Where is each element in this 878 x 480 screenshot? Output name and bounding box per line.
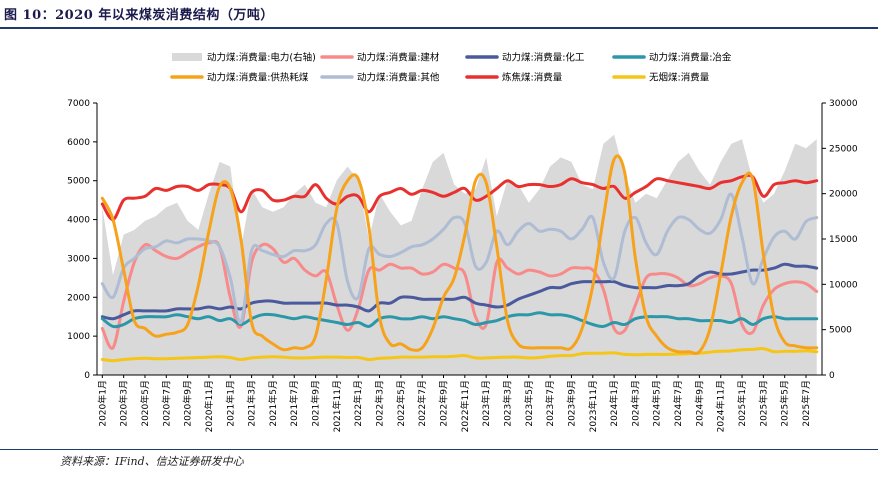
y-left-tick-label: 5000	[67, 177, 90, 187]
tick-layer: 0 1000 2000 3000 4000 5000 6000 7000 0 5000 10000 1…	[67, 99, 858, 432]
legend-item-coking: 炼焦煤:消费量	[465, 72, 563, 84]
y-left-tick-label: 7000	[67, 99, 90, 109]
x-tick-label: 2024年5月	[651, 380, 663, 427]
legend-label-building: 动力煤:消费量:建材	[357, 52, 440, 64]
y-left-tick-label: 6000	[67, 138, 90, 148]
x-tick-label: 2024年7月	[672, 380, 684, 427]
y-left-tick-label: 4000	[67, 216, 90, 226]
y-right-tick-label: 0	[829, 371, 835, 381]
x-tick-label: 2023年11月	[587, 380, 599, 432]
x-tick-label: 2020年7月	[160, 380, 172, 427]
legend-label-metallurgy: 动力煤:消费量:冶金	[649, 52, 732, 64]
x-tick-label: 2024年1月	[608, 380, 620, 427]
x-tick-label: 2024年11月	[715, 380, 727, 432]
x-tick-label: 2021年7月	[288, 380, 300, 427]
x-tick-label: 2021年3月	[246, 380, 258, 427]
legend-item-heating: 动力煤:消费量:供热耗煤	[170, 72, 309, 84]
x-tick-label: 2021年9月	[310, 380, 322, 427]
y-right-tick-label: 20000	[829, 190, 858, 200]
legend-item-power: 动力煤:消费量:电力(右轴)	[172, 52, 316, 64]
series-line-heating	[100, 154, 819, 355]
series-line-metallurgy	[100, 311, 819, 329]
y-left-tick-label: 0	[84, 371, 90, 381]
series-line-chemical	[100, 262, 819, 321]
legend-label-chemical: 动力煤:消费量:化工	[502, 52, 585, 64]
y-right-tick-label: 15000	[829, 235, 858, 245]
legend-item-building: 动力煤:消费量:建材	[320, 52, 440, 64]
x-tick-label: 2020年9月	[182, 380, 194, 427]
legend: 动力煤:消费量:电力(右轴) 动力煤:消费量:建材 动力煤:消费量:化工 动力煤:消费…	[170, 52, 732, 84]
y-left-tick-label: 2000	[67, 293, 90, 303]
y-right-tick-label: 5000	[829, 326, 852, 336]
x-tick-label: 2020年11月	[203, 380, 215, 432]
x-tick-label: 2022年1月	[352, 380, 364, 427]
legend-label-other: 动力煤:消费量:其他	[357, 72, 440, 84]
source-note: 资料来源：IFind、信达证券研发中心	[60, 455, 244, 468]
title-rule	[0, 27, 878, 29]
legend-item-other: 动力煤:消费量:其他	[320, 72, 440, 84]
y-right-tick-label: 30000	[829, 99, 858, 109]
chart: 动力煤:消费量:电力(右轴) 动力煤:消费量:建材 动力煤:消费量:化工 动力煤:消费…	[67, 52, 858, 433]
x-tick-label: 2022年9月	[438, 380, 450, 427]
x-tick-label: 2020年3月	[118, 380, 130, 427]
y-right-tick-label: 25000	[829, 144, 858, 154]
x-tick-label: 2025年1月	[736, 380, 748, 427]
x-tick-label: 2023年1月	[480, 380, 492, 427]
x-tick-label: 2021年11月	[331, 380, 343, 432]
legend-label-anthracite: 无烟煤:消费量	[649, 72, 710, 84]
bottom-rule	[0, 449, 878, 450]
legend-swatch-power	[172, 53, 202, 61]
x-tick-label: 2021年5月	[267, 380, 279, 427]
x-tick-label: 2024年9月	[693, 380, 705, 427]
x-tick-label: 2023年7月	[544, 380, 556, 427]
y-left-tick-label: 3000	[67, 254, 90, 264]
x-tick-label: 2020年1月	[96, 380, 108, 427]
legend-label-power: 动力煤:消费量:电力(右轴)	[207, 52, 316, 64]
y-left-tick-label: 1000	[67, 332, 90, 342]
legend-item-anthracite: 无烟煤:消费量	[612, 72, 710, 84]
x-tick-label: 2022年11月	[459, 380, 471, 432]
legend-item-metallurgy: 动力煤:消费量:冶金	[612, 52, 732, 64]
x-tick-label: 2020年5月	[139, 380, 151, 427]
y-right-tick-label: 10000	[829, 280, 858, 290]
x-tick-label: 2022年7月	[416, 380, 428, 427]
x-tick-label: 2022年3月	[374, 380, 386, 427]
x-tick-label: 2025年3月	[757, 380, 769, 427]
legend-label-heating: 动力煤:消费量:供热耗煤	[207, 72, 309, 84]
figure-title: 图 10：2020 年以来煤炭消费结构（万吨）	[4, 8, 274, 23]
x-tick-label: 2023年9月	[565, 380, 577, 427]
x-tick-label: 2024年3月	[629, 380, 641, 427]
series-line-other	[100, 192, 819, 325]
x-tick-label: 2025年7月	[800, 380, 812, 427]
x-tick-label: 2021年1月	[224, 380, 236, 427]
legend-label-coking: 炼焦煤:消费量	[502, 72, 563, 84]
line-layer	[100, 154, 819, 363]
x-tick-label: 2025年5月	[779, 380, 791, 427]
x-tick-label: 2023年5月	[523, 380, 535, 427]
x-tick-label: 2023年3月	[501, 380, 513, 427]
legend-item-chemical: 动力煤:消费量:化工	[465, 52, 585, 64]
x-tick-label: 2022年5月	[395, 380, 407, 427]
